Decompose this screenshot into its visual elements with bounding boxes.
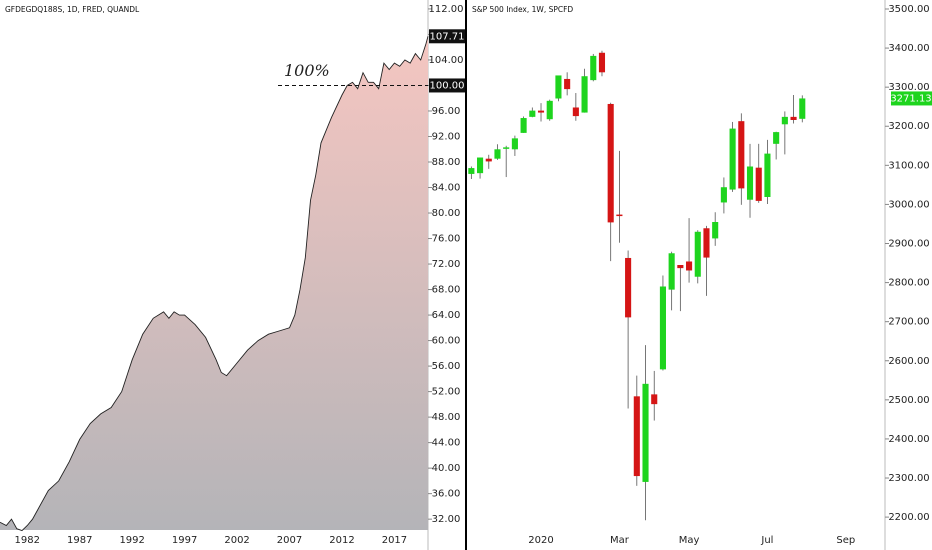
candle-body [686, 261, 693, 271]
y-tick-label: 76.00 [432, 234, 461, 245]
candle-body [581, 76, 588, 113]
x-tick-label: 2002 [224, 535, 249, 546]
y-tick-label: 112.00 [429, 4, 464, 15]
y-tick-label: 3500.00 [888, 4, 929, 15]
y-tick-label: 3000.00 [888, 199, 929, 210]
reference-label-box [429, 78, 466, 93]
y-tick-label: 2900.00 [888, 239, 929, 250]
x-tick-label: 2020 [528, 535, 553, 546]
y-tick-label: 44.00 [432, 438, 461, 449]
y-tick-label: 2500.00 [888, 395, 929, 406]
x-tick-label: 2017 [382, 535, 407, 546]
area [0, 36, 428, 531]
candle-body [616, 214, 623, 217]
candle-body [712, 222, 719, 239]
candle-body [485, 158, 492, 162]
y-tick-label: 92.00 [432, 131, 461, 142]
y-tick-label: 2600.00 [888, 356, 929, 367]
annotation: 100% [284, 61, 330, 80]
candle-body [625, 257, 632, 318]
candle-body [781, 116, 788, 125]
y-tick-label: 2200.00 [888, 512, 929, 523]
candle-body [703, 228, 710, 258]
candle-body [677, 265, 684, 269]
line [0, 36, 429, 532]
candle-body [790, 116, 797, 120]
y-tick-label: 2300.00 [888, 473, 929, 484]
candle-body [503, 147, 510, 149]
y-tick-label: 2700.00 [888, 317, 929, 328]
y-tick-label: 96.00 [432, 106, 461, 117]
x-tick-label: 2007 [277, 535, 302, 546]
x-tick-label: 1997 [172, 535, 197, 546]
y-tick-label: 2400.00 [888, 434, 929, 445]
y-tick-label: 56.00 [432, 361, 461, 372]
candle-body [659, 286, 666, 370]
candle-body [720, 187, 727, 203]
y-tick-label: 80.00 [432, 208, 461, 219]
last-value-label: 3271.13 [890, 93, 931, 104]
y-tick-label: 3300.00 [888, 82, 929, 93]
x-tick-label: 2012 [329, 535, 354, 546]
x-tick-label: Mar [610, 535, 630, 546]
candle-body [555, 75, 562, 99]
candle-body [590, 55, 597, 81]
candle-body [799, 98, 806, 119]
candle-body [607, 103, 614, 223]
reference-label: 100.00 [430, 80, 465, 91]
y-tick-label: 48.00 [432, 412, 461, 423]
y-tick-label: 88.00 [432, 157, 461, 168]
candle-body [651, 394, 658, 405]
last-value-box [891, 91, 932, 106]
candle-body [477, 157, 484, 174]
candle-body [468, 168, 475, 174]
y-tick-label: 68.00 [432, 285, 461, 296]
y-tick-label: 3400.00 [888, 43, 929, 54]
y-tick-label: 104.00 [429, 55, 464, 66]
last-value-label: 107.71 [430, 31, 465, 42]
y-tick-label: 72.00 [432, 259, 461, 270]
candle-body [520, 118, 527, 133]
y-tick-label: 40.00 [432, 463, 461, 474]
candle-body [511, 138, 518, 150]
y-tick-label: 2800.00 [888, 278, 929, 289]
candle-body [764, 153, 771, 197]
candle-body [546, 100, 553, 120]
candle-body [572, 107, 579, 117]
candle-body [564, 78, 571, 90]
x-tick-label: 1982 [15, 535, 40, 546]
candle-body [598, 52, 606, 73]
candle-body [668, 253, 675, 290]
chart-title: S&P 500 Index, 1W, SPCFD [472, 5, 573, 14]
x-tick-label: Jul [760, 535, 773, 546]
candle-body [633, 396, 640, 477]
y-tick-label: 64.00 [432, 310, 461, 321]
candle-body [694, 231, 701, 277]
candle-body [755, 167, 762, 201]
y-tick-label: 3100.00 [888, 160, 929, 171]
chart-title: GFDEGDQ188S, 1D, FRED, QUANDL [5, 5, 140, 14]
x-tick-label: 1992 [119, 535, 144, 546]
candle-body [642, 383, 649, 482]
candle-body [729, 128, 736, 190]
y-tick-label: 3200.00 [888, 121, 929, 132]
y-tick-label: 84.00 [432, 183, 461, 194]
candle-body [529, 110, 536, 117]
candle-body [537, 110, 545, 113]
candle-body [746, 166, 754, 200]
y-tick-label: 36.00 [432, 489, 461, 500]
x-tick-label: 1987 [67, 535, 92, 546]
x-tick-label: Sep [836, 535, 855, 546]
candle-body [738, 121, 745, 189]
y-tick-label: 32.00 [432, 514, 461, 525]
x-tick-label: May [679, 535, 700, 546]
y-tick-label: 60.00 [432, 336, 461, 347]
y-tick-label: 52.00 [432, 387, 461, 398]
last-value-box [429, 29, 466, 44]
candle-body [773, 132, 780, 144]
candle-body [494, 149, 501, 159]
